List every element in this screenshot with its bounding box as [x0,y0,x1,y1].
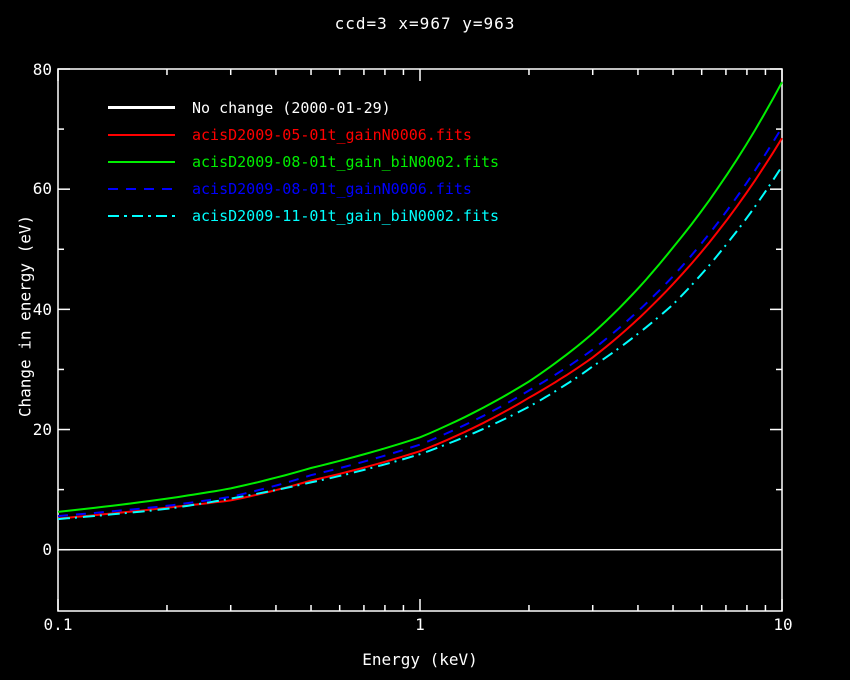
legend-label: acisD2009-05-01t_gainN0006.fits [192,125,472,144]
legend-row: acisD2009-11-01t_gain_biN0002.fits [108,202,499,229]
legend-line-sample [108,160,175,163]
x-tick-label-0.1: 0.1 [43,615,73,634]
legend-row: acisD2009-08-01t_gain_biN0002.fits [108,148,499,175]
legend-row: No change (2000-01-29) [108,94,499,121]
y-tick-label-60: 60 [32,179,52,198]
legend-row: acisD2009-05-01t_gainN0006.fits [108,121,499,148]
legend-line-sample [108,106,175,109]
legend-row: acisD2009-08-01t_gainN0006.fits [108,175,499,202]
y-tick-label-40: 40 [32,300,52,319]
legend-line-sample [108,133,175,136]
y-tick-label-20: 20 [32,420,52,439]
legend-label: acisD2009-11-01t_gain_biN0002.fits [192,206,500,225]
y-tick-label-0: 0 [42,540,52,559]
x-tick-label-1: 1 [415,615,425,634]
y-tick-label-80: 80 [32,60,52,79]
x-tick-label-10: 10 [773,615,793,634]
x-axis-label: Energy (keV) [362,650,478,669]
legend-label: No change (2000-01-29) [192,98,391,117]
legend: No change (2000-01-29) acisD2009-05-01t_… [108,94,499,229]
plot-title: ccd=3 x=967 y=963 [334,14,516,33]
legend-line-sample [108,214,175,217]
legend-label: acisD2009-08-01t_gainN0006.fits [192,179,472,198]
legend-label: acisD2009-08-01t_gain_biN0002.fits [192,152,500,171]
legend-line-sample [108,187,175,190]
